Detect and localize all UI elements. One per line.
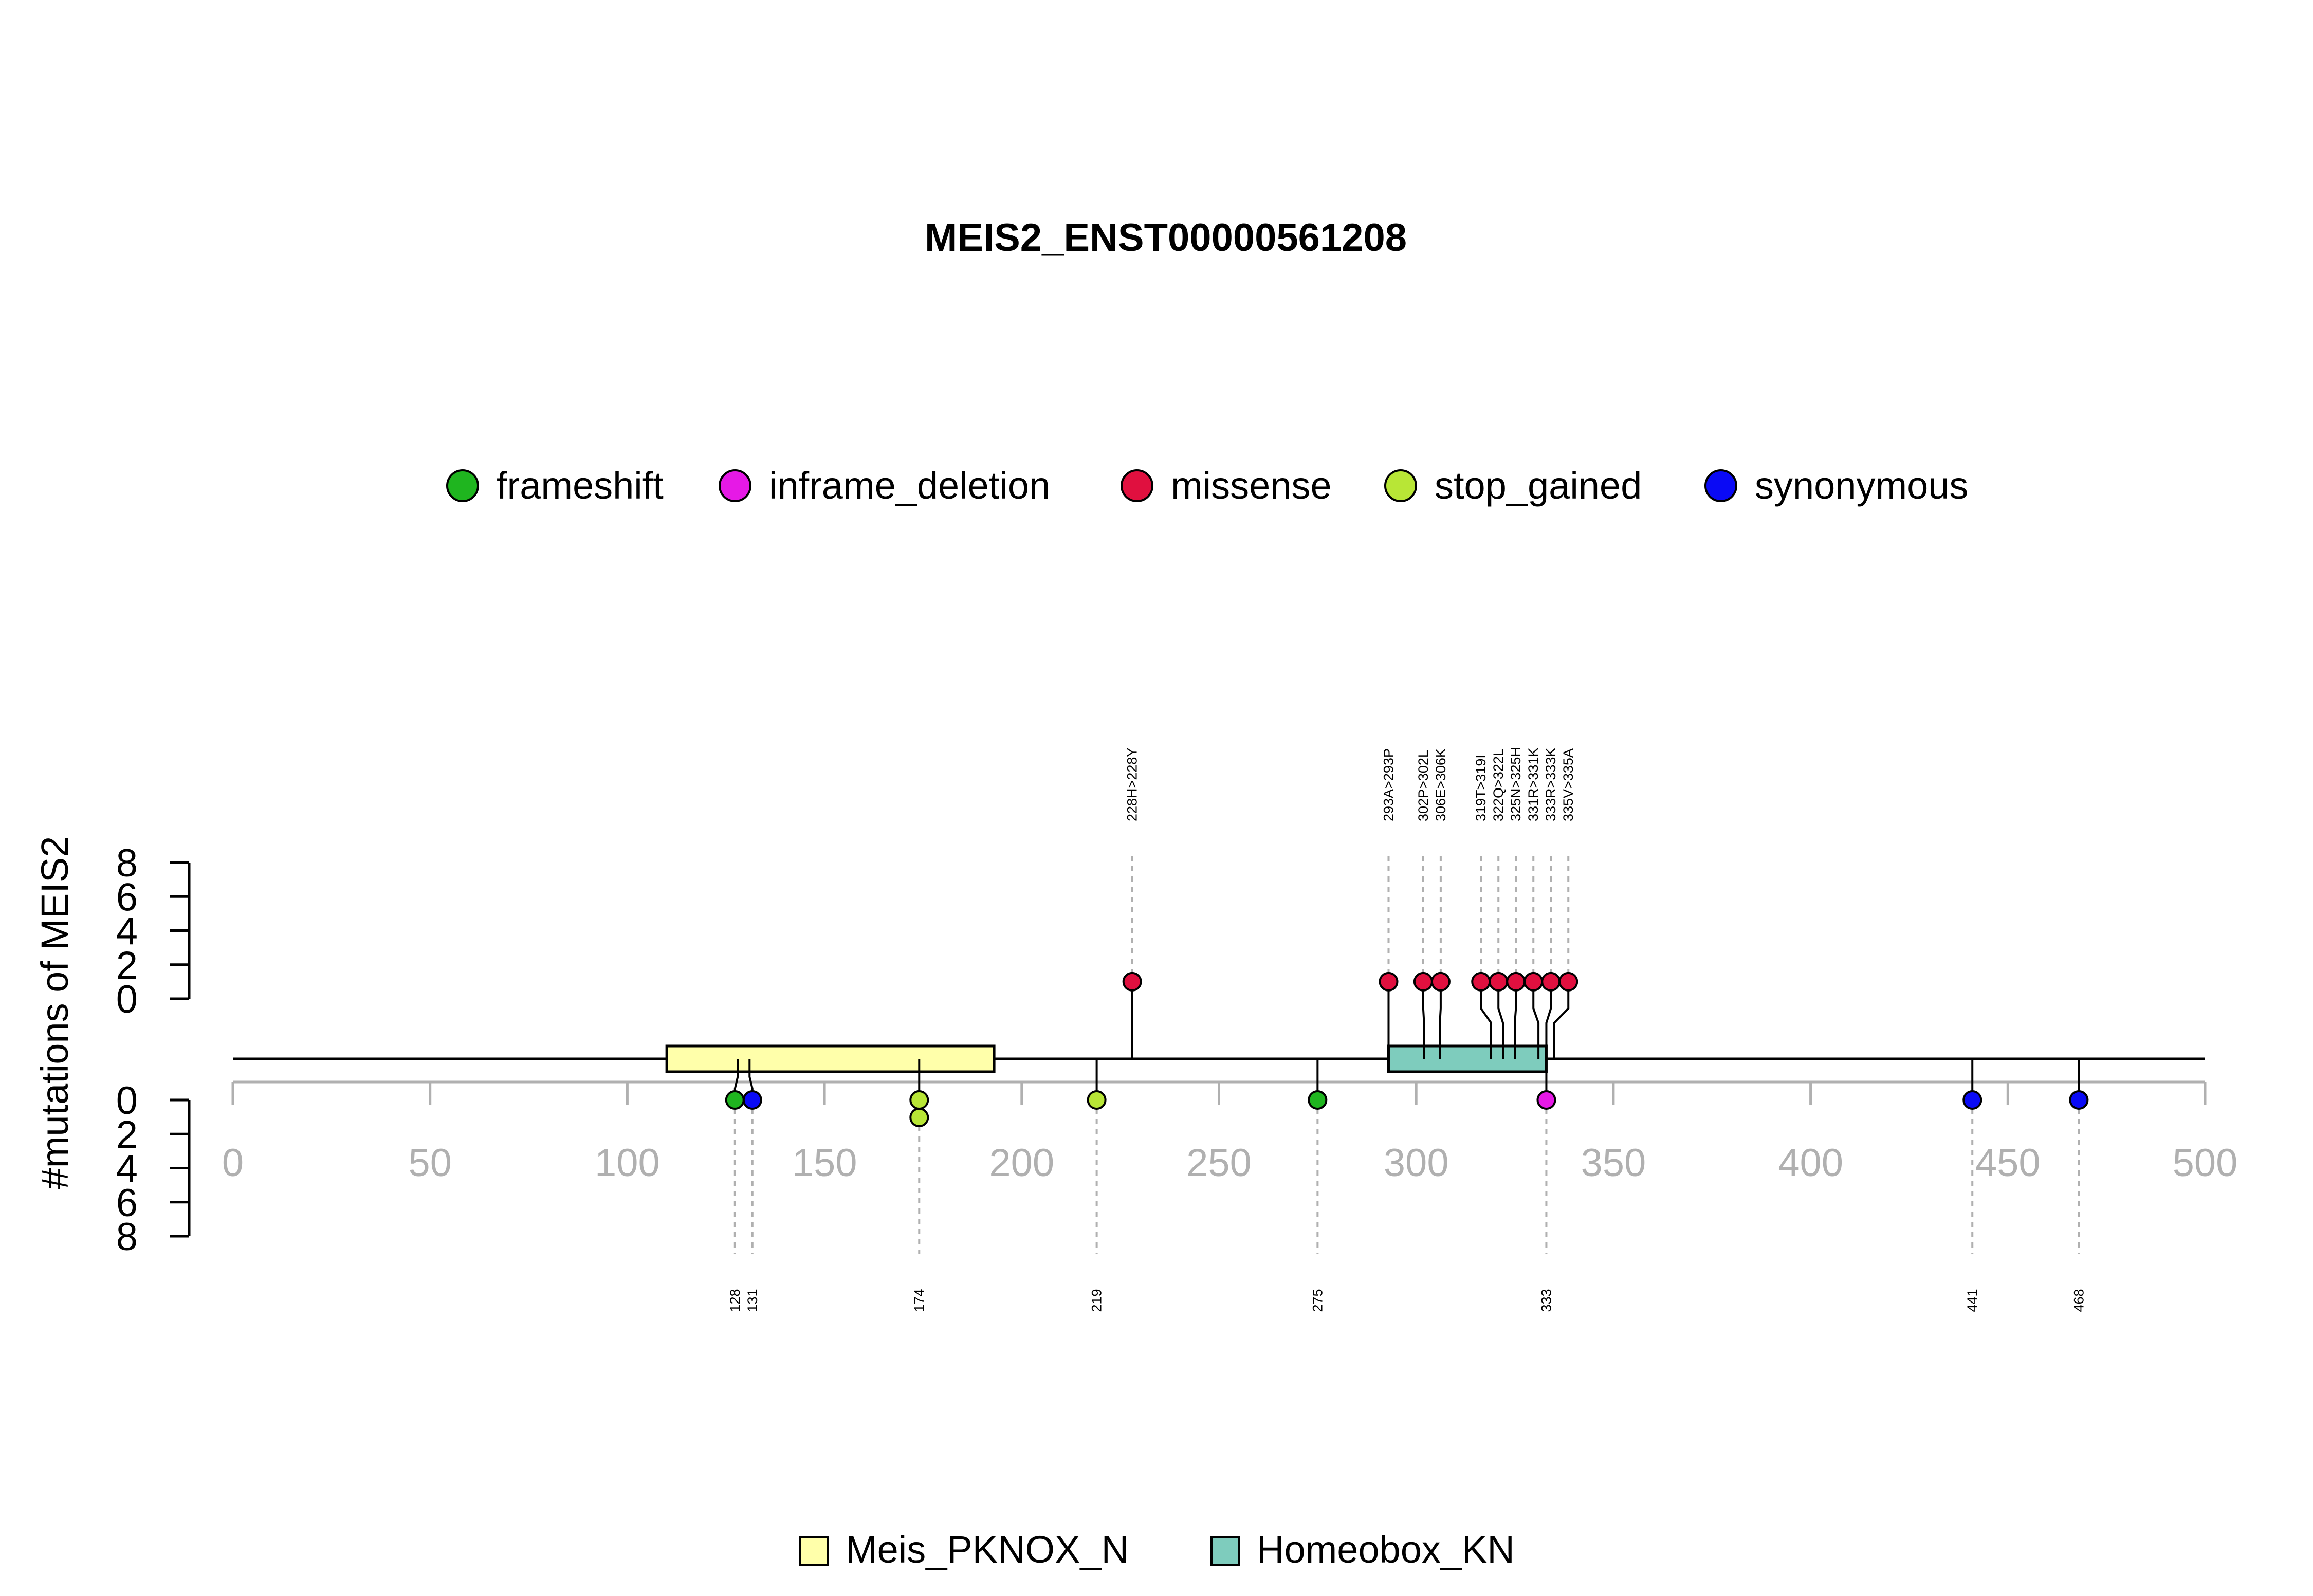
stem-302 (1422, 981, 1425, 1059)
mutation-point-325 (1506, 971, 1526, 992)
x-tick-label: 300 (1384, 1141, 1449, 1185)
mutation-legend: frameshift inframe_deletion missense stop_g… (446, 464, 1968, 507)
domain-Meis_PKNOX_N (665, 1044, 996, 1073)
mutation-label-322: 322Q>322L (1491, 748, 1506, 821)
y-tick-label-upper: 2 (116, 944, 138, 987)
x-tick-label: 150 (792, 1141, 857, 1185)
domain-legend-label-Meis_PKNOX_N: Meis_PKNOX_N (846, 1528, 1129, 1571)
mutation-label-331: 331R>331K (1526, 748, 1541, 821)
stem-335 (1553, 981, 1570, 1059)
legend-label-missense: missense (1171, 464, 1332, 507)
legend-label-synonymous: synonymous (1755, 464, 1968, 507)
mutation-label-325: 325N>325H (1508, 747, 1523, 821)
mutation-point-293 (1379, 971, 1399, 992)
mutation-point-228 (1122, 971, 1142, 992)
mutation-label-319: 319T>319I (1473, 755, 1489, 821)
x-tick-label: 400 (1778, 1141, 1843, 1185)
legend-dot-missense (1121, 469, 1153, 502)
x-tick-label: 50 (408, 1141, 452, 1185)
mutation-label-333: 333R>333K (1543, 748, 1558, 821)
legend-label-inframe_deletion: inframe_deletion (769, 464, 1050, 507)
y-tick-label-upper: 8 (116, 841, 138, 885)
mutation-point-lower-468 (2069, 1090, 2089, 1110)
stem-325 (1514, 981, 1517, 1059)
chart-title: MEIS2_ENST00000561208 (925, 216, 1407, 260)
mutation-label-lower-131: 131 (745, 1289, 760, 1312)
y-tick-label-upper: 4 (116, 910, 138, 953)
domain-legend-swatch-Meis_PKNOX_N (799, 1536, 829, 1566)
mutation-point-lower-441 (1962, 1090, 1982, 1110)
mutation-point-302 (1413, 971, 1433, 992)
domain-legend-label-Homeobox_KN: Homeobox_KN (1257, 1528, 1515, 1571)
x-tick-label: 250 (1186, 1141, 1252, 1185)
mutation-label-lower-333: 333 (1538, 1289, 1554, 1312)
mutation-point-lower-131 (742, 1090, 762, 1110)
mutation-point-335 (1558, 971, 1578, 992)
x-tick-label: 450 (1975, 1141, 2041, 1185)
y-tick-label-lower: 2 (116, 1113, 138, 1157)
x-tick-label: 0 (222, 1141, 244, 1185)
mutation-point-lower-174 (909, 1090, 929, 1110)
mutation-label-lower-441: 441 (1965, 1289, 1980, 1312)
domain-Homeobox_KN (1387, 1044, 1548, 1073)
legend-dot-synonymous (1704, 469, 1737, 502)
y-tick-label-upper: 0 (116, 978, 138, 1021)
x-tick-label: 500 (2173, 1141, 2238, 1185)
mutation-label-lower-128: 128 (727, 1289, 743, 1312)
mutation-points (725, 971, 2089, 1127)
x-tick-label: 200 (989, 1141, 1054, 1185)
mutation-point-lower-333 (1536, 1090, 1556, 1110)
legend-label-frameshift: frameshift (497, 464, 664, 507)
y-axis-label: #mutations of MEIS2 (33, 836, 76, 1189)
legend-dot-stop_gained (1384, 469, 1417, 502)
mutation-label-lower-219: 219 (1089, 1289, 1105, 1312)
mutation-point-333 (1541, 971, 1561, 992)
legend-label-stop_gained: stop_gained (1435, 464, 1642, 507)
mutation-point-lower-219 (1087, 1090, 1107, 1110)
stem-322 (1497, 981, 1504, 1059)
mutation-point-331 (1523, 971, 1544, 992)
legend-dot-inframe_deletion (719, 469, 751, 502)
lollipop-stems (733, 981, 2080, 1100)
mutation-label-lower-468: 468 (2071, 1289, 2086, 1312)
mutation-label-302: 302P>302L (1416, 750, 1431, 821)
x-tick-label: 100 (595, 1141, 660, 1185)
mutation-point-319 (1471, 971, 1491, 992)
mutation-label-335: 335V>335A (1561, 748, 1576, 821)
y-tick-label-upper: 6 (116, 875, 138, 919)
y-tick-label-lower: 0 (116, 1079, 138, 1123)
mutation-point-lower-275 (1308, 1090, 1328, 1110)
mutation-point-306 (1430, 971, 1451, 992)
mutation-point-lower-174 (909, 1108, 929, 1127)
mutation-label-lower-275: 275 (1310, 1289, 1325, 1312)
mutation-label-306: 306E>306K (1433, 748, 1448, 821)
stem-306 (1439, 981, 1442, 1059)
stem-331 (1532, 981, 1540, 1059)
legend-dot-frameshift (446, 469, 479, 502)
mutation-label-lower-174: 174 (911, 1289, 927, 1312)
y-tick-label-lower: 8 (116, 1215, 138, 1259)
guide-lines (733, 856, 2080, 1254)
stem-333 (1545, 981, 1552, 1059)
mutation-labels: 228H>228Y 293A>293P 302P>302L 306E>306K 319T… (727, 747, 2087, 1312)
mutation-point-322 (1489, 971, 1509, 992)
domain-legend-swatch-Homeobox_KN (1210, 1536, 1240, 1566)
mutation-label-228: 228H>228Y (1125, 748, 1140, 821)
stem-319 (1480, 981, 1493, 1059)
protein-backbone (233, 1044, 2205, 1073)
domain-legend: Meis_PKNOX_N Homeobox_KN (799, 1528, 1515, 1571)
y-tick-label-lower: 4 (116, 1147, 138, 1191)
mutation-point-lower-128 (725, 1090, 745, 1110)
y-tick-label-lower: 6 (116, 1181, 138, 1225)
x-tick-label: 350 (1581, 1141, 1646, 1185)
y-axis-label-group: #mutations of MEIS2 (33, 836, 76, 1189)
mutation-label-293: 293A>293P (1381, 748, 1396, 821)
